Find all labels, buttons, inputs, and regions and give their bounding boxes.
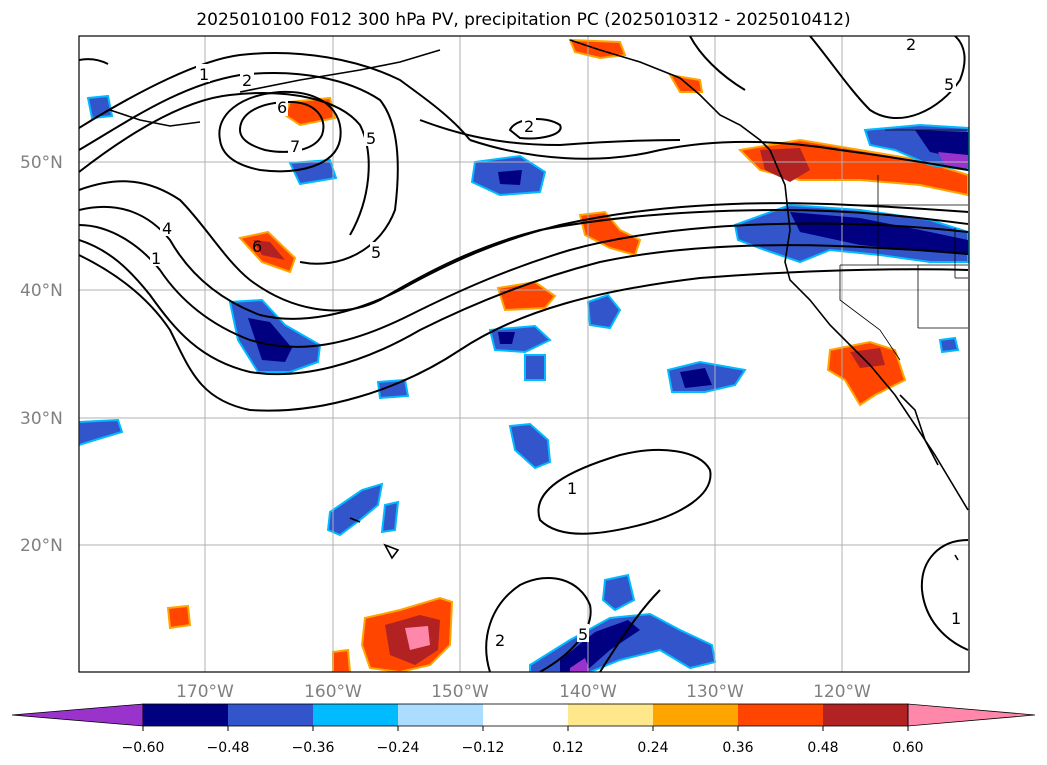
contour-label: 5	[578, 625, 588, 644]
lon-label-130w: 130°W	[686, 682, 744, 702]
contour-label: 5	[371, 243, 381, 262]
colorbar-segment	[568, 704, 653, 726]
contour-label: 1	[951, 609, 961, 628]
colorbar-tick-label: 0.24	[637, 740, 668, 756]
pv-contours	[79, 36, 969, 672]
colorbar-tick-label: 0.12	[552, 740, 583, 756]
longitude-labels: 170°W 160°W 150°W 140°W 130°W 120°W	[176, 682, 871, 702]
colorbar-tick-label: −0.36	[292, 740, 335, 756]
contour-label: 2	[242, 71, 252, 90]
lat-label-40n: 40°N	[20, 281, 63, 301]
colorbar-frame	[142, 703, 909, 727]
lon-label-140w: 140°W	[559, 682, 617, 702]
colorbar-segment	[823, 704, 908, 726]
colorbar-segment	[398, 704, 483, 726]
contour-label: 1	[567, 479, 577, 498]
colorbar-extend-low	[11, 703, 144, 727]
contour-label: 2	[906, 35, 916, 54]
colorbar-tick-label: −0.12	[462, 740, 505, 756]
colorbar-tick-label: 0.60	[892, 740, 923, 756]
contour-label: 6	[277, 98, 287, 117]
colorbar-segment	[738, 704, 823, 726]
lon-label-160w: 160°W	[304, 682, 362, 702]
contour-labels: 1 2 5 6 7 2 5 5 2 4 1 6 1 2	[150, 35, 962, 650]
contour-label: 5	[944, 75, 954, 94]
state-borders	[839, 129, 968, 361]
map-area: 1 2 5 6 7 2 5 5 2 4 1 6 1 2	[79, 35, 969, 672]
colorbar-tick-label: 0.36	[722, 740, 753, 756]
lat-label-20n: 20°N	[20, 536, 63, 556]
contour-label: 6	[252, 237, 262, 256]
colorbar-tick-label: −0.24	[377, 740, 420, 756]
lon-label-120w: 120°W	[813, 682, 871, 702]
contour-label: 2	[495, 631, 505, 650]
colorbar-segment	[143, 704, 228, 726]
map-title: 2025010100 F012 300 hPa PV, precipitatio…	[196, 10, 851, 30]
colorbar-extend-high	[907, 703, 1036, 727]
colorbar-segment	[483, 704, 568, 726]
contour-label: 2	[524, 117, 534, 136]
contour-label: 1	[151, 249, 161, 268]
colorbar	[11, 703, 1036, 727]
map-frame	[78, 35, 970, 673]
contour-label: 5	[366, 129, 376, 148]
colorbar-segment	[653, 704, 738, 726]
lon-label-150w: 150°W	[431, 682, 489, 702]
lat-label-50n: 50°N	[20, 153, 63, 173]
contour-label: 1	[199, 65, 209, 84]
colorbar-segment	[228, 704, 313, 726]
colorbar-tick-label: −0.48	[207, 740, 250, 756]
coastlines	[109, 39, 969, 561]
precip-negative-areas	[79, 94, 969, 672]
colorbar-tick-labels: −0.60 −0.48 −0.36 −0.24 −0.12 0.12 0.24 0.36 0.4…	[122, 726, 924, 756]
latitude-labels: 50°N 40°N 30°N 20°N	[20, 153, 63, 556]
colorbar-tick-label: −0.60	[122, 740, 165, 756]
colorbar-segment	[313, 704, 398, 726]
contour-label: 7	[290, 137, 300, 156]
contour-label: 4	[162, 219, 172, 238]
lat-label-30n: 30°N	[20, 409, 63, 429]
colorbar-tick-label: 0.48	[807, 740, 838, 756]
lon-label-170w: 170°W	[176, 682, 234, 702]
